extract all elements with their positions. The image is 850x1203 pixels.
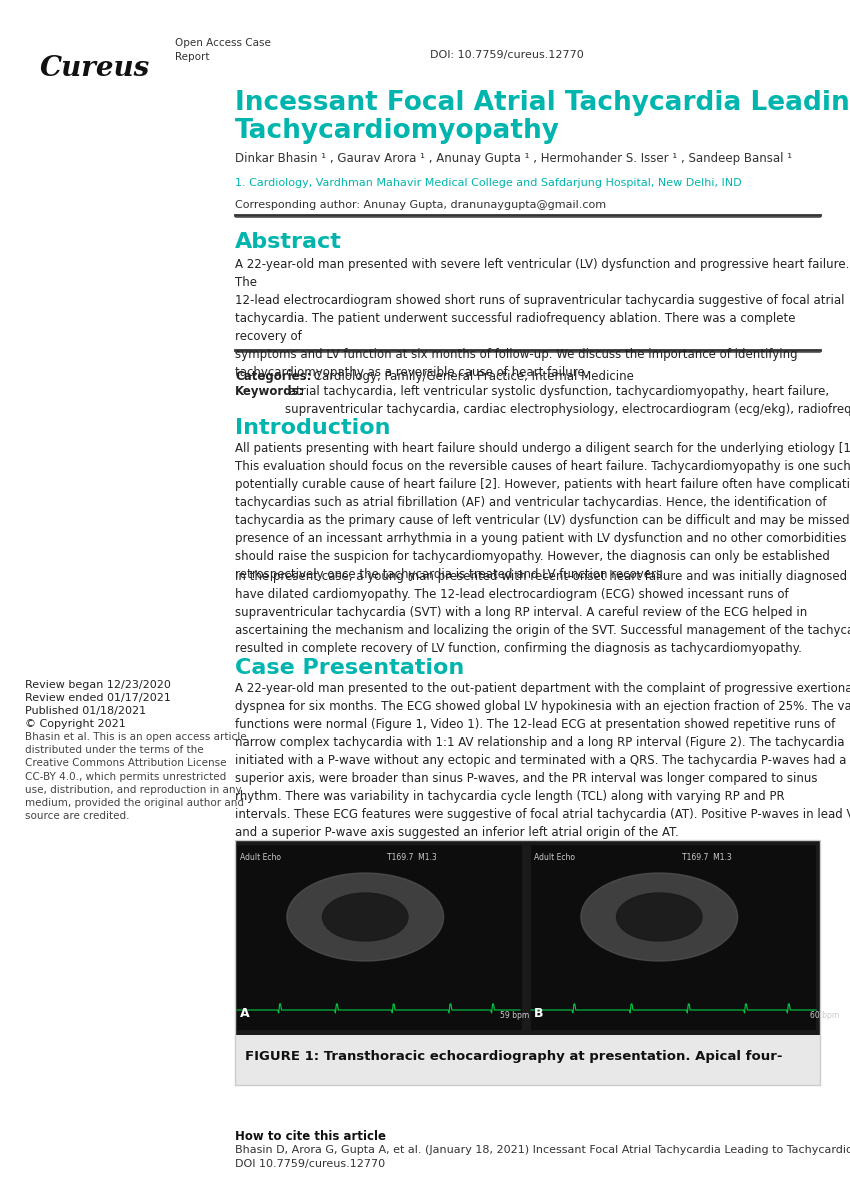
Text: atrial tachycardia, left ventricular systolic dysfunction, tachycardiomyopathy, : atrial tachycardia, left ventricular sys…: [285, 385, 850, 416]
Text: Corresponding author: Anunay Gupta, dranunaygupta@gmail.com: Corresponding author: Anunay Gupta, dran…: [235, 200, 606, 211]
Text: Keywords:: Keywords:: [235, 385, 304, 398]
Text: B: B: [534, 1007, 543, 1020]
Text: Open Access Case: Open Access Case: [175, 38, 271, 48]
Text: Cureus: Cureus: [40, 55, 150, 82]
Text: Incessant Focal Atrial Tachycardia Leading to: Incessant Focal Atrial Tachycardia Leadi…: [235, 90, 850, 115]
Text: All patients presenting with heart failure should undergo a diligent search for : All patients presenting with heart failu…: [235, 442, 850, 581]
Bar: [237, 845, 522, 1030]
Text: Abstract: Abstract: [235, 232, 342, 251]
Text: Dinkar Bhasin ¹ , Gaurav Arora ¹ , Anunay Gupta ¹ , Hermohander S. Isser ¹ , San: Dinkar Bhasin ¹ , Gaurav Arora ¹ , Anuna…: [235, 152, 792, 165]
Text: Published 01/18/2021: Published 01/18/2021: [25, 706, 146, 716]
Text: 60 bpm: 60 bpm: [810, 1011, 839, 1020]
Text: A 22-year-old man presented with severe left ventricular (LV) dysfunction and pr: A 22-year-old man presented with severe …: [235, 257, 849, 379]
Text: Review ended 01/17/2021: Review ended 01/17/2021: [25, 693, 171, 703]
Bar: [531, 845, 816, 1030]
Text: How to cite this article: How to cite this article: [235, 1130, 386, 1143]
Text: Cardiology, Family/General Practice, Internal Medicine: Cardiology, Family/General Practice, Int…: [310, 371, 634, 383]
Ellipse shape: [322, 893, 408, 941]
Text: Report: Report: [175, 52, 209, 63]
Text: 59 bpm: 59 bpm: [500, 1011, 530, 1020]
Text: DOI: 10.7759/cureus.12770: DOI: 10.7759/cureus.12770: [430, 51, 584, 60]
Bar: [235, 840, 820, 1085]
Text: Bhasin D, Arora G, Gupta A, et al. (January 18, 2021) Incessant Focal Atrial Tac: Bhasin D, Arora G, Gupta A, et al. (Janu…: [235, 1145, 850, 1169]
Text: © Copyright 2021: © Copyright 2021: [25, 719, 126, 729]
Ellipse shape: [286, 873, 444, 961]
Bar: [235, 1035, 820, 1085]
Text: Bhasin et al. This is an open access article
distributed under the terms of the
: Bhasin et al. This is an open access art…: [25, 731, 246, 822]
Text: Categories:: Categories:: [235, 371, 311, 383]
Text: Tachycardiomyopathy: Tachycardiomyopathy: [235, 118, 560, 144]
Text: In the present case, a young man presented with recent-onset heart failure and w: In the present case, a young man present…: [235, 570, 850, 654]
Ellipse shape: [616, 893, 702, 941]
Text: 1. Cardiology, Vardhman Mahavir Medical College and Safdarjung Hospital, New Del: 1. Cardiology, Vardhman Mahavir Medical …: [235, 178, 741, 188]
Text: Adult Echo: Adult Echo: [534, 853, 575, 863]
Text: A: A: [240, 1007, 250, 1020]
Text: A 22-year-old man presented to the out-patient department with the complaint of : A 22-year-old man presented to the out-p…: [235, 682, 850, 838]
Text: FIGURE 1: Transthoracic echocardiography at presentation. Apical four-: FIGURE 1: Transthoracic echocardiography…: [245, 1050, 783, 1063]
Text: Adult Echo: Adult Echo: [240, 853, 281, 863]
Text: Case Presentation: Case Presentation: [235, 658, 464, 678]
Text: T169.7  M1.3: T169.7 M1.3: [682, 853, 732, 863]
Text: Introduction: Introduction: [235, 417, 390, 438]
Text: Review began 12/23/2020: Review began 12/23/2020: [25, 680, 171, 691]
Ellipse shape: [581, 873, 738, 961]
Text: T169.7  M1.3: T169.7 M1.3: [387, 853, 437, 863]
Bar: [235, 840, 820, 1035]
